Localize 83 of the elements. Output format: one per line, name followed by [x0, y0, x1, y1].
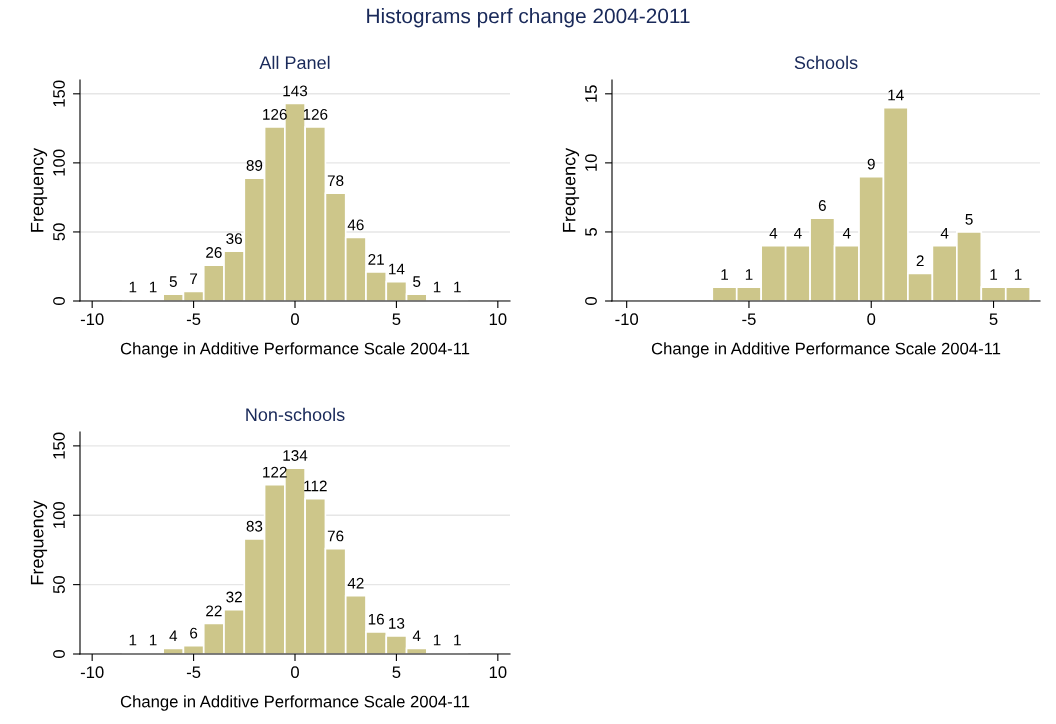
- data-label: 1: [1014, 269, 1022, 280]
- data-label: 1: [149, 634, 157, 646]
- data-label: 83: [246, 520, 263, 532]
- data-label: 46: [347, 219, 364, 231]
- x-tick-label: 5: [392, 666, 401, 679]
- y-tick-label: 0: [53, 297, 65, 305]
- y-tick-label: 0: [53, 650, 65, 658]
- data-label: 14: [389, 263, 405, 275]
- data-label: 126: [303, 108, 328, 120]
- data-label: 9: [867, 158, 875, 170]
- data-label: 42: [347, 577, 364, 589]
- data-label: 122: [263, 466, 287, 478]
- x-tick-label: 10: [489, 666, 507, 679]
- x-axis-title: Change in Additive Performance Scale 2004-11: [120, 695, 470, 711]
- data-label: 5: [965, 214, 973, 225]
- y-tick-label: 100: [53, 502, 65, 528]
- x-tick-label: 0: [867, 313, 876, 326]
- y-tick-label: 150: [53, 432, 65, 459]
- x-tick-label: 5: [392, 313, 401, 326]
- data-label: 32: [226, 591, 242, 603]
- data-label: 26: [206, 247, 222, 258]
- chart-title: Histograms perf change 2004-2011: [367, 8, 690, 28]
- chart-subtitle: All Panel: [259, 55, 330, 70]
- x-tick-label: 0: [291, 666, 299, 679]
- y-tick-label: 10: [585, 154, 597, 171]
- data-label: 126: [263, 108, 287, 120]
- data-label: 21: [368, 253, 384, 265]
- data-label: 4: [940, 227, 949, 239]
- x-tick-label: -5: [186, 313, 201, 326]
- y-tick-label: 50: [53, 223, 65, 241]
- data-label: 6: [818, 200, 826, 211]
- x-axis-title: Change in Additive Performance Scale 2004-11: [120, 342, 470, 358]
- data-label: 2: [916, 255, 924, 267]
- x-tick-label: -10: [80, 313, 104, 326]
- data-label: 1: [454, 634, 461, 646]
- data-label: 143: [283, 85, 308, 97]
- data-label: 4: [769, 227, 778, 239]
- y-tick-label: 15: [585, 85, 597, 102]
- data-label: 89: [246, 160, 263, 171]
- x-tick-label: 0: [291, 313, 299, 326]
- x-axis-title: Change in Additive Performance Scale 2004-11: [651, 342, 1001, 358]
- data-label: 1: [721, 269, 729, 280]
- data-label: 14: [888, 89, 904, 101]
- y-tick-label: 5: [585, 228, 597, 236]
- y-tick-label: 0: [585, 297, 597, 305]
- y-axis-title: Frequency: [30, 147, 48, 232]
- data-label: 5: [169, 276, 177, 287]
- y-tick-label: 100: [53, 149, 65, 176]
- chart-subtitle: Non-schools: [246, 407, 345, 422]
- data-label: 22: [206, 605, 222, 617]
- chart-subtitle: Schools: [794, 55, 858, 70]
- data-label: 4: [842, 227, 851, 239]
- data-label: 1: [454, 281, 461, 293]
- data-label: 5: [413, 276, 421, 287]
- data-label: 134: [283, 450, 308, 461]
- y-axis-title: Frequency: [562, 147, 580, 232]
- data-label: 1: [433, 634, 441, 646]
- data-label: 78: [327, 175, 344, 187]
- y-tick-label: 150: [53, 80, 65, 107]
- x-tick-label: -5: [742, 313, 756, 326]
- data-label: 13: [389, 617, 405, 629]
- data-label: 6: [190, 627, 198, 639]
- data-label: 1: [129, 281, 137, 293]
- data-label: 76: [327, 530, 344, 542]
- y-tick-label: 50: [53, 576, 65, 594]
- data-label: 16: [368, 613, 384, 625]
- x-tick-label: 5: [989, 313, 998, 326]
- x-tick-label: 10: [489, 313, 507, 326]
- data-label: 4: [793, 227, 802, 239]
- data-label: 112: [304, 480, 327, 492]
- x-tick-label: -10: [80, 666, 104, 679]
- data-label: 1: [149, 281, 157, 293]
- data-label: 4: [169, 630, 178, 642]
- data-label: 1: [129, 634, 137, 646]
- data-label: 1: [745, 269, 753, 280]
- data-label: 1: [990, 269, 998, 280]
- x-tick-label: -10: [615, 313, 639, 326]
- data-label: 7: [190, 273, 198, 284]
- x-tick-label: -5: [186, 666, 201, 679]
- data-label: 36: [226, 233, 242, 245]
- y-axis-title: Frequency: [30, 500, 48, 585]
- data-label: 4: [412, 630, 421, 642]
- data-label: 1: [433, 281, 441, 293]
